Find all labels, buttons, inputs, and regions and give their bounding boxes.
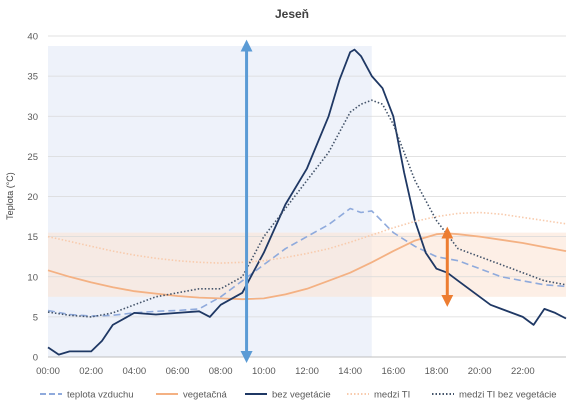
arrow-layer — [240, 39, 454, 363]
x-tick-label: 12:00 — [295, 366, 319, 377]
x-tick-label: 04:00 — [122, 366, 146, 377]
y-tick-label: 5 — [33, 312, 38, 323]
shaded-region-horizontal — [48, 232, 566, 297]
y-tick-label: 40 — [27, 32, 38, 43]
series-line-3 — [47, 48, 567, 356]
chart-title: Jeseň — [275, 7, 309, 21]
shaded-region-vertical — [48, 46, 372, 357]
legend: teplota vzduchu vegetačná bez vegetácie med… — [40, 390, 557, 401]
y-tick-label: 25 — [27, 152, 38, 163]
legend-label: teplota vzduchu — [67, 390, 134, 401]
x-tick-label: 06:00 — [166, 366, 190, 377]
series-layer — [47, 48, 567, 356]
x-tick-label: 00:00 — [36, 366, 60, 377]
x-tick-label: 18:00 — [425, 366, 449, 377]
legend-label: medzi TI bez vegetácie — [459, 390, 557, 401]
x-tick-label: 02:00 — [79, 366, 103, 377]
x-tick-label: 14:00 — [338, 366, 362, 377]
grid-layer — [48, 35, 566, 358]
axis-layer: 0 5 10 15 20 25 30 35 40 00:00 02:00 04:00 06:00 08:0… — [27, 32, 566, 377]
x-tick-label: 08:00 — [209, 366, 233, 377]
y-tick-label: 20 — [27, 192, 38, 203]
x-tick-label: 16:00 — [381, 366, 405, 377]
y-tick-label: 35 — [27, 72, 38, 83]
x-tick-label: 22:00 — [511, 366, 535, 377]
y-tick-label: 30 — [27, 112, 38, 123]
series-line-4 — [47, 211, 567, 264]
y-tick-label: 0 — [33, 353, 38, 364]
y-axis-label: Teplota (°C) — [5, 172, 15, 220]
x-tick-label: 20:00 — [468, 366, 492, 377]
y-tick-label: 15 — [27, 232, 38, 243]
legend-label: medzi TI — [374, 390, 410, 401]
legend-label: bez vegetácie — [272, 390, 331, 401]
series-line-5 — [47, 99, 567, 318]
y-tick-label: 10 — [27, 272, 38, 283]
series-line-2 — [47, 232, 567, 301]
shading-layer — [48, 46, 566, 357]
series-line-1 — [47, 207, 567, 317]
x-tick-label: 10:00 — [252, 366, 276, 377]
legend-label: vegetačná — [183, 390, 228, 401]
